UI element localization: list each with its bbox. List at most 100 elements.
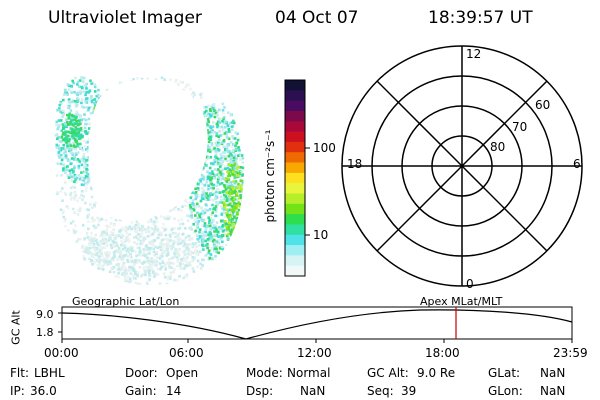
aurora-pixel: [164, 275, 167, 279]
aurora-pixel: [62, 167, 65, 170]
aurora-pixel: [89, 240, 92, 244]
aurora-pixel: [151, 241, 155, 245]
aurora-pixel: [227, 127, 231, 131]
aurora-pixel: [158, 231, 161, 234]
aurora-pixel: [224, 148, 227, 151]
aurora-pixel: [112, 270, 116, 274]
mlt-label-0: 0: [466, 277, 474, 291]
aurora-pixel: [185, 243, 188, 247]
aurora-pixel: [226, 237, 230, 241]
aurora-pixel: [97, 251, 101, 254]
aurora-pixel: [215, 247, 218, 251]
aurora-pixel: [222, 116, 226, 119]
aurora-pixel: [97, 88, 100, 92]
aurora-pixel: [195, 234, 199, 237]
aurora-pixel: [152, 247, 155, 251]
aurora-pixel: [55, 133, 58, 137]
aurora-pixel: [135, 220, 139, 223]
aurora-pixel: [148, 252, 151, 255]
aurora-pixel: [226, 111, 230, 114]
aurora-pixel: [222, 157, 226, 161]
aurora-pixel: [62, 126, 66, 129]
aurora-pixel: [91, 263, 94, 266]
aurora-pixel: [229, 187, 233, 191]
aurora-pixel: [136, 282, 139, 286]
aurora-pixel: [226, 143, 229, 147]
aurora-pixel: [155, 217, 158, 220]
aurora-pixel: [199, 178, 202, 181]
aurora-pixel: [122, 257, 125, 261]
aurora-pixel: [217, 135, 220, 138]
aurora-pixel: [78, 196, 82, 200]
lat-label-80: 80: [490, 140, 506, 154]
aurora-pixel: [99, 242, 102, 245]
aurora-pixel: [170, 247, 173, 251]
aurora-pixel: [185, 273, 189, 276]
aurora-pixel: [202, 248, 205, 251]
aurora-pixel: [62, 151, 66, 154]
aurora-pixel: [177, 247, 180, 251]
aurora-pixel: [240, 179, 244, 183]
aurora-pixel: [82, 90, 85, 94]
aurora-pixel: [210, 237, 213, 241]
aurora-pixel: [182, 256, 185, 260]
aurora-pixel: [185, 275, 188, 279]
aurora-pixel: [99, 245, 102, 248]
aurora-pixel: [156, 233, 160, 236]
aurora-pixel: [74, 126, 78, 129]
aurora-pixel: [161, 247, 164, 250]
aurora-pixel: [225, 225, 228, 228]
aurora-pixel: [61, 211, 65, 215]
aurora-pixel: [67, 98, 71, 102]
aurora-pixel: [155, 236, 159, 240]
aurora-pixel: [220, 169, 224, 172]
aurora-pixel: [199, 199, 203, 203]
aurora-pixel: [117, 266, 121, 269]
aurora-pixel: [69, 137, 73, 141]
aurora-pixel: [73, 118, 77, 122]
aurora-pixel: [230, 125, 234, 129]
aurora-pixel: [227, 174, 230, 178]
aurora-pixel: [85, 186, 88, 189]
aurora-pixel: [204, 195, 207, 198]
aurora-pixel: [200, 177, 204, 181]
aurora-pixel: [74, 102, 78, 106]
aurora-pixel: [210, 235, 213, 238]
aurora-pixel: [225, 148, 229, 152]
aurora-pixel: [180, 218, 184, 221]
aurora-pixel: [121, 234, 125, 238]
aurora-pixel: [125, 249, 129, 253]
aurora-pixel: [225, 146, 229, 150]
aurora-pixel: [191, 199, 195, 202]
aurora-pixel: [195, 196, 199, 199]
aurora-pixel: [211, 188, 214, 192]
aurora-pixel: [160, 265, 164, 269]
aurora-pixel: [220, 212, 224, 216]
aurora-pixel: [93, 247, 97, 251]
aurora-pixel: [204, 160, 208, 163]
aurora-pixel: [134, 250, 137, 254]
aurora-pixel: [212, 162, 215, 166]
aurora-pixel: [221, 176, 224, 179]
aurora-pixel: [214, 111, 218, 115]
aurora-pixel: [81, 134, 84, 138]
aurora-pixel: [55, 143, 59, 147]
aurora-pixel: [89, 203, 92, 206]
aurora-pixel: [225, 228, 229, 231]
aurora-pixel: [233, 174, 236, 177]
aurora-pixel: [122, 256, 125, 259]
aurora-pixel: [200, 224, 204, 227]
aurora-pixel: [206, 231, 210, 235]
aurora-pixel: [187, 249, 190, 253]
aurora-pixel: [86, 140, 90, 144]
aurora-pixel: [222, 145, 226, 149]
aurora-pixel: [158, 262, 162, 265]
aurora-pixel: [74, 175, 78, 178]
aurora-pixel: [189, 208, 192, 211]
aurora-pixel: [158, 257, 162, 260]
aurora-pixel: [58, 154, 61, 157]
aurora-pixel: [150, 267, 154, 270]
aurora-pixel: [207, 175, 210, 179]
aurora-pixel: [67, 139, 70, 143]
aurora-pixel: [66, 165, 69, 168]
